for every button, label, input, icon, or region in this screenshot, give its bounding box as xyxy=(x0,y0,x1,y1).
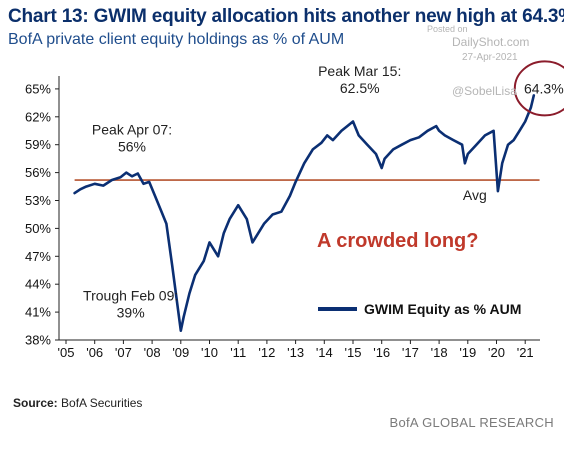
y-tick-label: 50% xyxy=(25,221,51,236)
x-tick-label: '12 xyxy=(258,345,275,360)
annotation-peak07-line-1: 56% xyxy=(118,139,146,155)
annotation-peak07-line-0: Peak Apr 07: xyxy=(92,122,172,138)
annotation-trough09-line-1: 39% xyxy=(117,305,145,321)
watermark-date: 27-Apr-2021 xyxy=(462,52,518,63)
x-tick-label: '16 xyxy=(373,345,390,360)
annotation-peak15-line-0: Peak Mar 15: xyxy=(318,63,401,79)
y-tick-label: 41% xyxy=(25,305,51,320)
source-label: Source: xyxy=(13,396,58,410)
series-line xyxy=(73,94,536,333)
chart-axes xyxy=(58,76,540,341)
legend-label: GWIM Equity as % AUM xyxy=(364,301,521,317)
y-tick-label: 44% xyxy=(25,277,51,292)
chart-title: Chart 13: GWIM equity allocation hits an… xyxy=(8,6,564,27)
watermark-handle: @SobelLisa xyxy=(452,84,517,98)
annotation-peak15-line-1: 62.5% xyxy=(340,80,380,96)
highlight-circle xyxy=(513,60,564,117)
x-tick-label: '06 xyxy=(86,345,103,360)
x-tick-label: '11 xyxy=(230,345,246,360)
y-tick-label: 62% xyxy=(25,109,51,124)
x-tick-label: '21 xyxy=(517,345,534,360)
x-tick-label: '20 xyxy=(488,345,505,360)
annotation-latest-line-0: 64.3% xyxy=(524,80,564,96)
callout-text: A crowded long? xyxy=(317,230,478,252)
watermark-posted: Posted on xyxy=(427,24,468,34)
source-value: BofA Securities xyxy=(61,396,143,410)
annotation-layer: Peak Apr 07:56% Trough Feb 09:39% Peak Mar… xyxy=(83,60,564,321)
x-tick-label: '17 xyxy=(402,345,419,360)
y-tick-label: 59% xyxy=(25,137,51,152)
x-tick-label: '18 xyxy=(431,345,448,360)
annotation-avg-line-0: Avg xyxy=(463,187,487,203)
chart-subtitle: BofA private client equity holdings as %… xyxy=(8,31,345,48)
footer-brand: BofA GLOBAL RESEARCH xyxy=(389,415,554,430)
x-tick-label: '13 xyxy=(287,345,304,360)
y-tick-label: 47% xyxy=(25,249,51,264)
y-tick-label: 38% xyxy=(25,333,51,348)
x-tick-label: '08 xyxy=(144,345,161,360)
x-tick-label: '10 xyxy=(201,345,218,360)
x-tick-label: '07 xyxy=(115,345,132,360)
x-tick-label: '09 xyxy=(172,345,189,360)
chart-legend: GWIM Equity as % AUM xyxy=(318,301,521,317)
y-tick-label: 65% xyxy=(25,81,51,96)
x-tick-label: '14 xyxy=(316,345,333,360)
y-tick-label: 56% xyxy=(25,165,51,180)
series-layer xyxy=(73,94,536,333)
source-note: Source: BofA Securities xyxy=(13,396,142,410)
watermark-site: DailyShot.com xyxy=(452,35,530,49)
x-tick-label: '19 xyxy=(459,345,476,360)
chart-ticks: 38% 41% 44% 47% 50% 53% 56% 59% 62% 65% '05 '06 '07 '… xyxy=(25,81,534,360)
x-tick-label: '15 xyxy=(345,345,362,360)
annotation-trough09-line-0: Trough Feb 09: xyxy=(83,288,178,304)
x-tick-label: '05 xyxy=(58,345,75,360)
y-tick-label: 53% xyxy=(25,193,51,208)
